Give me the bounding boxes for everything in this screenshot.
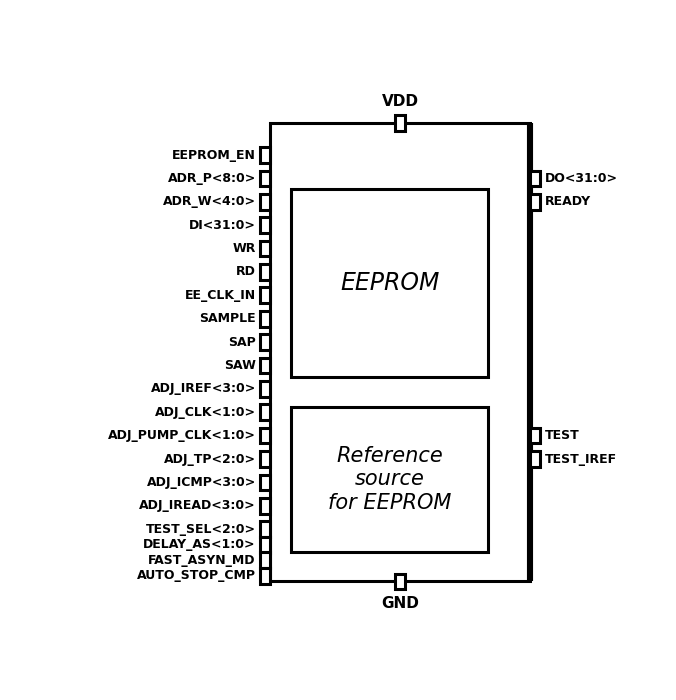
Bar [260,428,270,444]
Text: ADJ_CLK<1:0>: ADJ_CLK<1:0> [155,406,256,419]
Bar [260,241,270,256]
Bar [291,407,488,552]
Bar [260,522,270,537]
Text: EEPROM: EEPROM [340,272,439,295]
Bar [260,147,270,163]
Text: SAMPLE: SAMPLE [199,312,256,326]
Text: READY: READY [544,195,591,209]
Bar [260,218,270,233]
Text: SAP: SAP [228,335,256,349]
Text: TEST: TEST [544,429,579,442]
Bar [260,475,270,490]
Text: SAW: SAW [224,359,256,372]
Text: ADJ_IREAD<3:0>: ADJ_IREAD<3:0> [139,499,256,512]
Bar [530,428,540,444]
Bar [395,115,406,131]
Text: DO<31:0>: DO<31:0> [544,172,617,185]
Text: RD: RD [236,265,256,279]
Bar [260,194,270,210]
Bar [270,123,530,582]
Bar [530,171,540,186]
Text: Reference
source
for EEPROM: Reference source for EEPROM [328,446,452,512]
Text: FAST_ASYN_MD: FAST_ASYN_MD [148,554,256,567]
Text: TEST_IREF: TEST_IREF [544,452,617,466]
Text: EEPROM_EN: EEPROM_EN [172,148,256,162]
Text: WR: WR [233,242,256,255]
Bar [260,288,270,303]
Bar [260,311,270,327]
Bar [260,405,270,420]
Bar [260,334,270,350]
Bar [260,498,270,514]
Bar [395,573,406,589]
Text: ADJ_PUMP_CLK<1:0>: ADJ_PUMP_CLK<1:0> [108,429,256,442]
Text: ADJ_IREF<3:0>: ADJ_IREF<3:0> [151,382,256,396]
Bar [260,171,270,186]
Text: EE_CLK_IN: EE_CLK_IN [185,289,256,302]
Text: GND: GND [381,596,419,610]
Bar [530,451,540,467]
Bar [260,537,270,552]
Text: TEST_SEL<2:0>: TEST_SEL<2:0> [146,523,256,536]
Text: ADR_W<4:0>: ADR_W<4:0> [163,195,256,209]
Text: ADJ_TP<2:0>: ADJ_TP<2:0> [164,452,256,466]
Text: VDD: VDD [382,94,418,108]
Bar [260,451,270,467]
Text: DI<31:0>: DI<31:0> [189,218,256,232]
Bar [260,568,270,584]
Bar [291,190,488,377]
Text: AUTO_STOP_CMP: AUTO_STOP_CMP [137,569,256,582]
Text: DELAY_AS<1:0>: DELAY_AS<1:0> [143,538,256,551]
Bar [530,194,540,210]
Bar [260,358,270,373]
Bar [260,264,270,280]
Text: ADR_P<8:0>: ADR_P<8:0> [168,172,256,185]
Bar [260,381,270,397]
Text: ADJ_ICMP<3:0>: ADJ_ICMP<3:0> [147,476,256,489]
Bar [260,552,270,568]
